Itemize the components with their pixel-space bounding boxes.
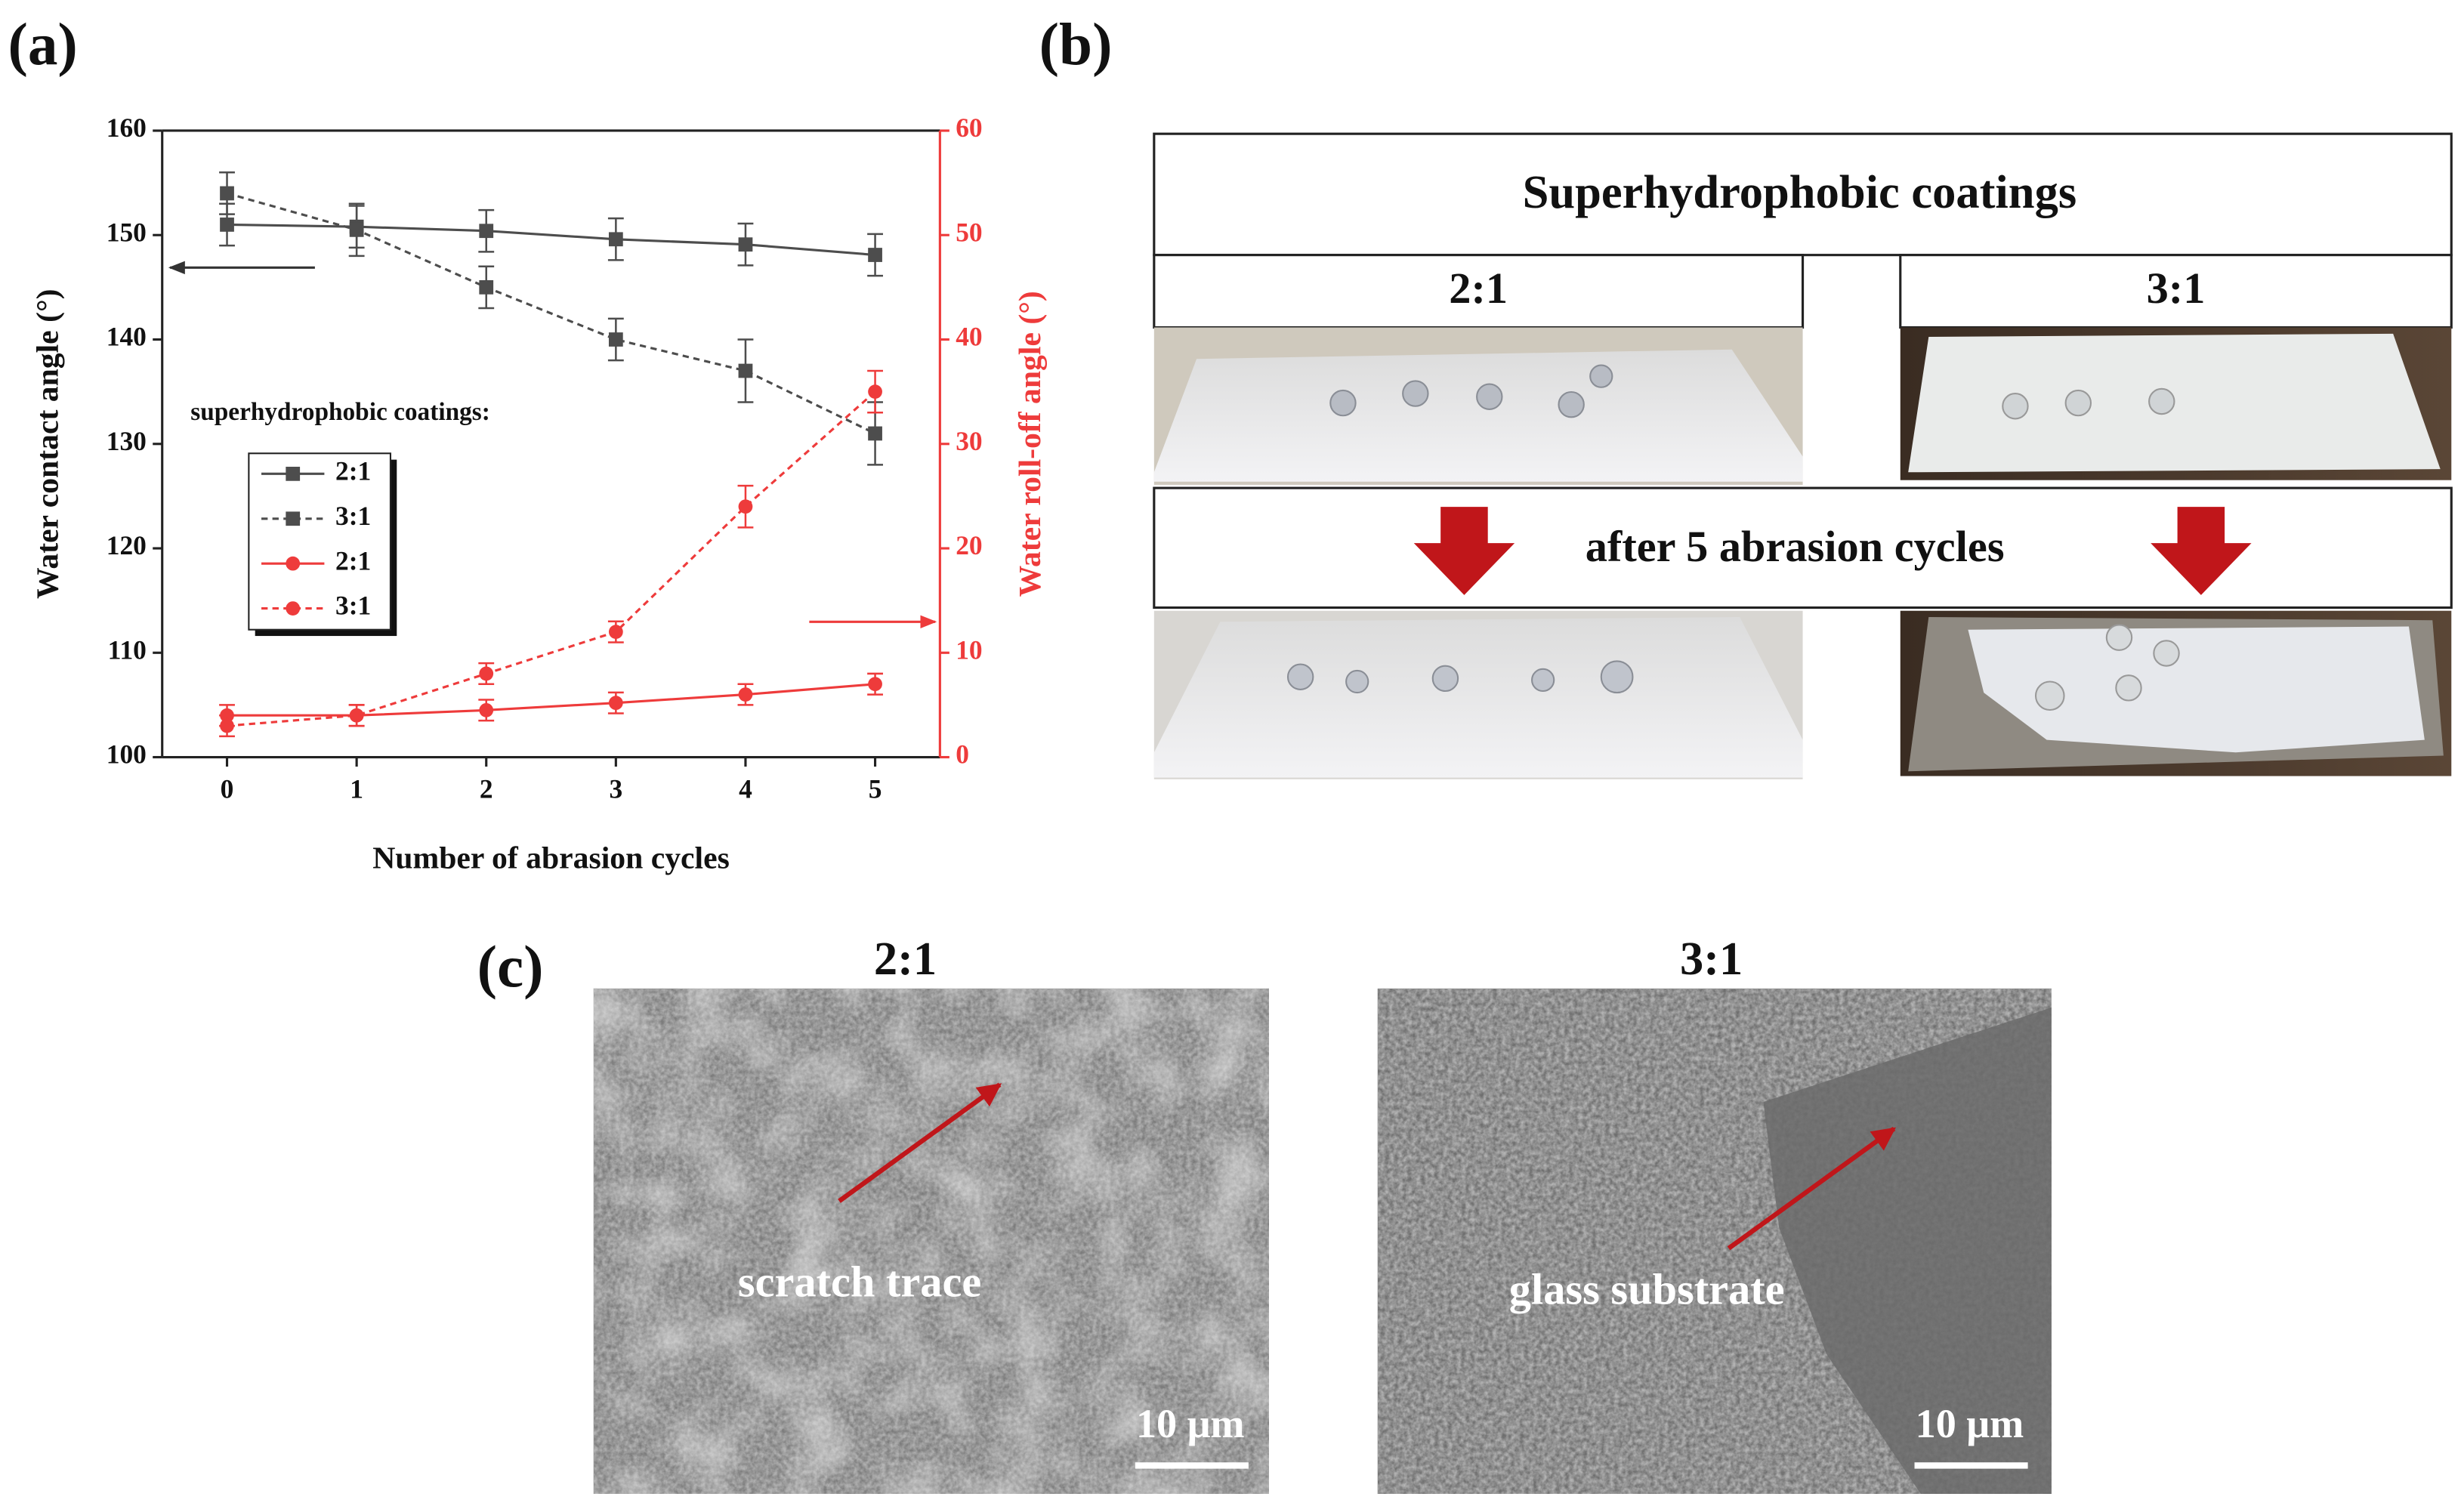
pointer	[838, 1082, 1002, 1203]
marker	[286, 511, 301, 526]
sem-substrate	[1763, 1007, 2052, 1494]
marker	[608, 696, 623, 711]
droplets	[2002, 387, 2175, 420]
marker	[479, 666, 494, 681]
marker	[868, 248, 882, 262]
legend-label: 2:1	[335, 455, 371, 486]
panel-label: (a)	[8, 11, 77, 78]
sem-image	[593, 988, 1269, 1494]
series-line	[227, 223, 875, 257]
y2-tick-label: 10	[956, 634, 982, 665]
photo-label: 3:1	[2147, 264, 2206, 313]
marker	[868, 677, 882, 692]
panel-label: (b)	[1039, 11, 1113, 78]
sem-panel: 2:1 3:1 scratch trace glass substrate 10…	[593, 932, 2052, 1494]
middle-label: after 5 abrasion cycles	[1586, 522, 2005, 571]
y-tick-label: 100	[107, 739, 147, 770]
marker	[349, 708, 364, 723]
down-arrow	[2151, 507, 2252, 595]
series-line	[227, 192, 876, 435]
scale-label: 10 μm	[1136, 1401, 1245, 1446]
photo	[1968, 626, 2425, 753]
header-box	[1153, 132, 2453, 257]
marker	[479, 224, 494, 239]
marker	[738, 499, 753, 514]
legend-box	[248, 452, 391, 631]
chart: Number of abrasion cycles Water contact …	[30, 113, 1048, 876]
x-axis-label: Number of abrasion cycles	[372, 841, 730, 876]
legend-label: 3:1	[335, 501, 371, 531]
y-tick-label: 150	[107, 217, 147, 247]
y2-tick-label: 50	[956, 217, 982, 247]
marker	[608, 625, 623, 640]
y-tick-label: 110	[108, 634, 147, 665]
marker	[286, 466, 301, 481]
marker	[868, 384, 882, 400]
photo	[1153, 617, 1803, 778]
photo-label: 2:1	[1449, 264, 1508, 313]
sem-note: glass substrate	[1509, 1265, 1785, 1314]
x-tick-label: 2	[480, 774, 493, 804]
x-tick-label: 1	[350, 774, 363, 804]
header: Superhydrophobic coatings	[1523, 165, 2077, 218]
droplets	[1286, 660, 1634, 694]
legend-label: 3:1	[335, 591, 371, 621]
pointer	[1727, 1126, 1896, 1251]
marker	[608, 232, 623, 247]
series-line	[227, 390, 876, 727]
droplets	[2034, 624, 2180, 711]
photo	[1153, 349, 1803, 482]
marker	[349, 222, 364, 237]
legend-title: superhydrophobic coatings:	[190, 398, 490, 426]
marker	[738, 363, 753, 378]
sem-title: 3:1	[1680, 932, 1743, 985]
sem-title: 2:1	[874, 932, 937, 985]
marker	[286, 556, 301, 571]
x-tick-label: 3	[609, 774, 622, 804]
y2-tick-label: 40	[956, 322, 982, 352]
panel-label: (c)	[477, 933, 544, 1000]
y-axis-label: Water contact angle (°)	[30, 289, 65, 600]
x-tick-label: 5	[869, 774, 882, 804]
y-tick-label: 130	[107, 426, 147, 456]
y-tick-label: 160	[107, 113, 147, 143]
marker	[479, 702, 494, 717]
x-tick-label: 0	[221, 774, 234, 804]
down-arrow	[1413, 507, 1515, 595]
marker	[868, 426, 882, 441]
sem-note: scratch trace	[738, 1257, 981, 1306]
x-tick-label: 4	[739, 774, 752, 804]
marker	[738, 687, 753, 702]
marker	[738, 237, 753, 252]
droplets	[1329, 364, 1613, 418]
marker	[479, 280, 494, 295]
label-box	[1899, 254, 2453, 329]
marker	[286, 601, 301, 616]
marker	[220, 218, 234, 232]
marker	[220, 718, 234, 733]
y-tick-label: 120	[107, 530, 147, 560]
marker	[608, 332, 623, 347]
y2-axis-label: Water roll-off angle (°)	[1013, 291, 1048, 597]
y2-tick-label: 0	[956, 739, 969, 770]
scale-label: 10 μm	[1916, 1401, 2024, 1446]
y2-tick-label: 60	[956, 113, 982, 143]
legend-label: 2:1	[335, 545, 371, 576]
y2-tick-label: 30	[956, 426, 982, 456]
series-line	[227, 683, 875, 717]
y-tick-label: 140	[107, 322, 147, 352]
marker	[220, 186, 234, 201]
y2-tick-label: 20	[956, 530, 982, 560]
photo-panel: Superhydrophobic coatings 2:1 3:1 after …	[1153, 132, 2453, 779]
